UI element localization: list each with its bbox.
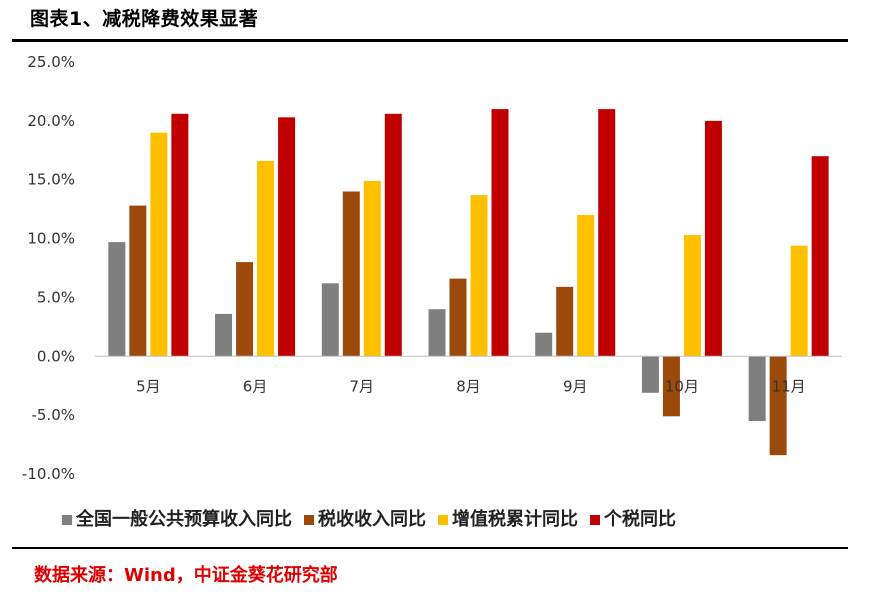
- x-tick-label: 8月: [456, 377, 481, 395]
- bar: [342, 191, 360, 357]
- y-tick-label: 20.0%: [27, 112, 75, 130]
- bar: [790, 245, 808, 357]
- bar: [748, 356, 766, 422]
- legend-swatch: [62, 515, 72, 525]
- bar: [769, 356, 787, 456]
- legend-swatch: [590, 515, 600, 525]
- bar: [641, 356, 659, 393]
- legend-swatch: [304, 515, 314, 525]
- x-tick-label: 5月: [136, 377, 161, 395]
- bar: [470, 195, 488, 357]
- bar-chart: 25.0%20.0%15.0%10.0%5.0%0.0%-5.0%-10.0% …: [22, 53, 842, 530]
- bar: [577, 215, 595, 357]
- bar: [535, 332, 553, 357]
- bar: [598, 109, 616, 357]
- bars: [108, 109, 829, 456]
- bar: [236, 262, 254, 357]
- legend: 全国一般公共预算收入同比 税收收入同比 增值税累计同比 个税同比: [62, 508, 676, 530]
- y-tick-label: 5.0%: [37, 288, 75, 306]
- bar: [171, 113, 189, 357]
- bar: [662, 356, 680, 417]
- legend-label: 个税同比: [603, 508, 676, 530]
- y-tick-label: 25.0%: [27, 53, 75, 71]
- y-tick-label: 10.0%: [27, 230, 75, 248]
- bottom-rule: [12, 547, 848, 549]
- x-tick-label: 11月: [772, 377, 806, 395]
- legend-swatch: [438, 515, 448, 525]
- bar: [704, 120, 722, 357]
- bar: [683, 235, 701, 357]
- bar: [129, 205, 147, 357]
- bar: [278, 117, 296, 357]
- bar: [384, 113, 402, 357]
- y-tick-label: 0.0%: [37, 347, 75, 365]
- x-tick-label: 7月: [350, 377, 375, 395]
- bar: [363, 180, 381, 357]
- x-tick-label: 10月: [665, 377, 699, 395]
- bar: [257, 160, 275, 357]
- bar: [428, 309, 446, 357]
- y-axis: 25.0% 20.0% 15.0% 10.0% 5.0% 0.0% -5.0% -10.0%: [22, 53, 75, 483]
- y-tick-label: -5.0%: [31, 406, 75, 424]
- bar: [449, 278, 467, 357]
- y-tick-label: 15.0%: [27, 171, 75, 189]
- bar: [108, 242, 126, 357]
- legend-label: 税收收入同比: [318, 508, 426, 530]
- bar: [491, 109, 509, 357]
- top-rule: [12, 39, 848, 42]
- y-tick-label: -10.0%: [22, 465, 75, 483]
- source-note: 数据来源：Wind，中证金葵花研究部: [34, 565, 338, 586]
- bar: [150, 132, 168, 357]
- x-tick-label: 6月: [243, 377, 268, 395]
- legend-label: 全国一般公共预算收入同比: [75, 508, 292, 530]
- chart-title: 图表1、减税降费效果显著: [30, 8, 259, 30]
- bar: [811, 156, 829, 357]
- legend-label: 增值税累计同比: [452, 508, 578, 530]
- x-tick-label: 9月: [563, 377, 588, 395]
- x-axis: 5月 6月 7月 8月 9月 10月 11月: [136, 377, 806, 395]
- bar: [215, 313, 233, 357]
- bar: [321, 283, 339, 357]
- bar: [556, 286, 574, 357]
